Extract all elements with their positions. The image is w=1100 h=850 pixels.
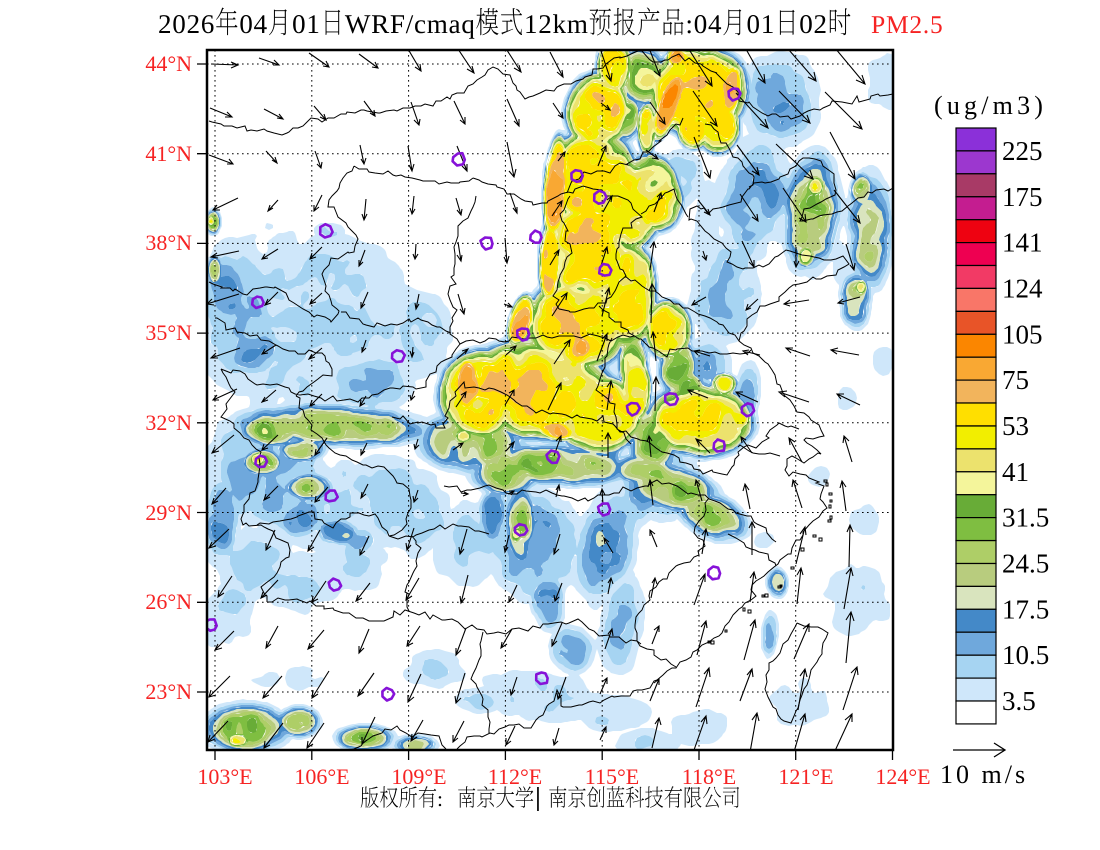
svg-text:24.5: 24.5 bbox=[1002, 549, 1049, 579]
svg-text:(ug/m3): (ug/m3) bbox=[934, 91, 1047, 120]
svg-text:41°N: 41°N bbox=[145, 141, 192, 166]
svg-text:17.5: 17.5 bbox=[1002, 594, 1049, 624]
svg-text:29°N: 29°N bbox=[145, 500, 192, 525]
svg-text:109°E: 109°E bbox=[391, 764, 446, 789]
svg-text:75: 75 bbox=[1002, 365, 1029, 395]
svg-text:38°N: 38°N bbox=[145, 230, 192, 255]
svg-text:32°N: 32°N bbox=[145, 410, 192, 435]
svg-text:10.5: 10.5 bbox=[1002, 640, 1049, 670]
svg-text:44°N: 44°N bbox=[145, 51, 192, 76]
svg-text:103°E: 103°E bbox=[197, 764, 252, 789]
svg-text:106°E: 106°E bbox=[294, 764, 349, 789]
svg-text:124°E: 124°E bbox=[875, 764, 930, 789]
svg-text:31.5: 31.5 bbox=[1002, 503, 1049, 533]
svg-text:53: 53 bbox=[1002, 411, 1029, 441]
svg-text:26°N: 26°N bbox=[145, 589, 192, 614]
svg-text:41: 41 bbox=[1002, 457, 1029, 487]
svg-text:124: 124 bbox=[1002, 273, 1043, 303]
svg-text:10 m/s: 10 m/s bbox=[940, 760, 1028, 789]
svg-text:105: 105 bbox=[1002, 319, 1043, 349]
svg-text:112°E: 112°E bbox=[488, 764, 542, 789]
svg-text:3.5: 3.5 bbox=[1002, 686, 1036, 716]
svg-text:225: 225 bbox=[1002, 136, 1043, 166]
svg-text:23°N: 23°N bbox=[145, 679, 192, 704]
svg-text:121°E: 121°E bbox=[778, 764, 833, 789]
svg-text:141: 141 bbox=[1002, 228, 1043, 258]
svg-text:35°N: 35°N bbox=[145, 320, 192, 345]
svg-text:118°E: 118°E bbox=[682, 764, 736, 789]
svg-text:175: 175 bbox=[1002, 182, 1043, 212]
svg-text:115°E: 115°E bbox=[585, 764, 639, 789]
